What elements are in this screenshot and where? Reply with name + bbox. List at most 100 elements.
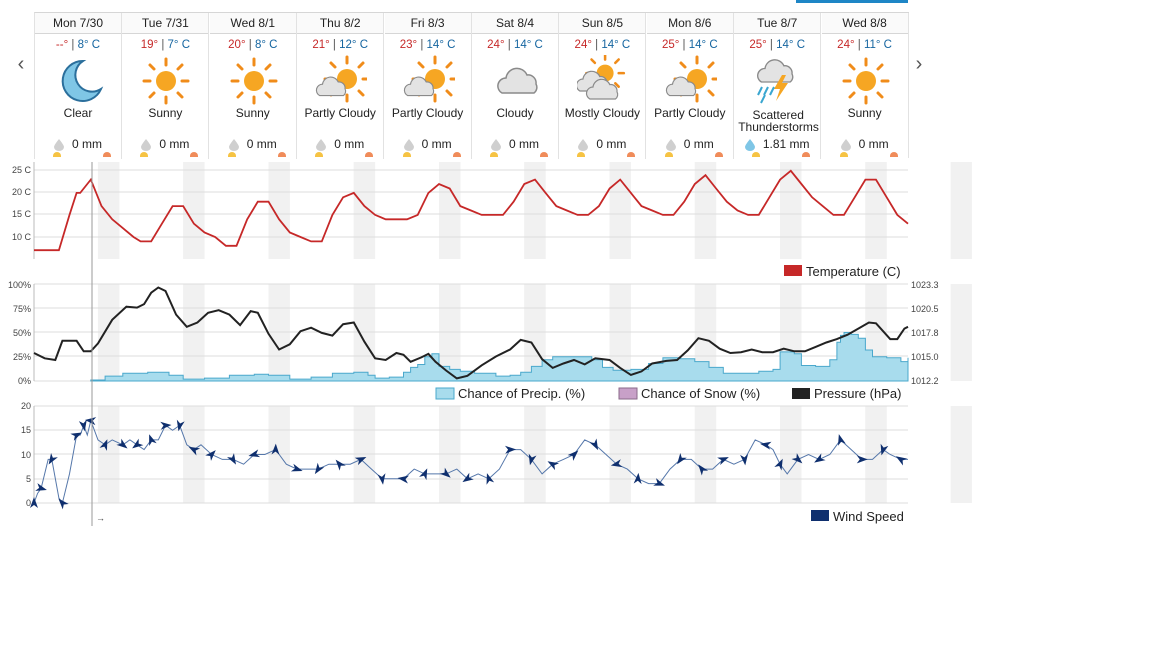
wind-direction-icon	[176, 419, 185, 432]
wind-direction-icon	[132, 438, 144, 449]
sun-times	[138, 152, 199, 158]
pressure-tick-label: 1015.0	[911, 352, 939, 362]
night-band	[97, 162, 120, 259]
condition-label: Partly Cloudy	[391, 106, 464, 120]
wind-direction-icon	[290, 463, 303, 472]
high-temp: --°	[55, 39, 69, 51]
snow-legend-label: Chance of Snow (%)	[641, 386, 760, 401]
wind-arrow	[880, 443, 889, 456]
wind-arrow	[504, 445, 517, 454]
wind-line	[33, 418, 908, 505]
high-temp: 25°	[749, 39, 767, 51]
wind-arrow	[759, 441, 772, 450]
wind-direction-icon	[188, 446, 201, 456]
forecast-strip: Mon 7/30 --° | 8° C Clear 0 mm Tue 7/31 19° |…	[34, 12, 909, 159]
high-temp: 23°	[399, 39, 418, 51]
wind-legend-label: Wind Speed	[833, 509, 904, 524]
wind-tick-label: 20	[21, 401, 31, 411]
sunset-icon	[627, 152, 636, 157]
precip-value: 0 mm	[509, 137, 539, 151]
wind-tick-label: 5	[26, 474, 31, 484]
temperature-tick-label: 25 C	[12, 165, 32, 175]
temperature-legend-label: Temperature (C)	[806, 264, 901, 279]
wind-arrow	[791, 453, 803, 464]
precip-amount: 0 mm	[385, 137, 471, 151]
day-column[interactable]: Fri 8/3 23° | 14° C Partly Cloudy 0 mm	[384, 13, 472, 159]
sun-times	[313, 152, 374, 158]
day-column[interactable]: Mon 7/30 --° | 8° C Clear 0 mm	[35, 13, 122, 159]
wind-direction-icon	[547, 461, 560, 471]
precip-value: 0 mm	[159, 137, 190, 151]
day-column[interactable]: Mon 8/6 25° | 14° C Partly Cloudy 0 mm	[646, 13, 734, 159]
wind-arrow	[227, 453, 236, 465]
sunrise-icon	[227, 152, 236, 157]
precip-amount: 0 mm	[472, 137, 558, 151]
wind-tick-label: 10	[21, 450, 31, 460]
day-column[interactable]: Thu 8/2 21° | 12° C Partly Cloudy 0 mm	[297, 13, 385, 159]
sunrise-icon	[839, 152, 848, 157]
day-label: Tue 7/31	[122, 13, 209, 34]
left-mask	[0, 158, 34, 263]
precip-value: 0 mm	[72, 137, 102, 151]
precip-value: 0 mm	[858, 137, 889, 151]
night-band	[780, 162, 802, 259]
pressure-tick-label: 1017.8	[911, 328, 939, 338]
condition-label: Partly Cloudy	[304, 106, 376, 120]
wind-direction-icon	[759, 441, 772, 450]
sun-icon	[840, 55, 892, 107]
wind-arrow	[717, 457, 729, 465]
wind-arrow	[698, 464, 709, 476]
wind-direction-icon	[116, 438, 128, 449]
precip-value: 0 mm	[683, 137, 714, 151]
raindrop-icon	[491, 138, 501, 151]
temperature-range: 25° | 14° C	[661, 39, 718, 51]
condition-label: Sunny	[235, 106, 270, 120]
low-temp: 14° C	[601, 39, 631, 51]
wind-arrow	[176, 419, 185, 432]
moon-icon	[53, 55, 105, 107]
sunrise-icon	[140, 152, 149, 157]
night-band	[524, 162, 546, 259]
wind-direction-icon	[397, 475, 410, 484]
wind-arrow	[314, 462, 325, 475]
wind-arrow	[677, 453, 687, 465]
day-column[interactable]: Sun 8/5 24° | 14° C Mostly Cloudy 0 mm	[559, 13, 647, 159]
high-temp: 24°	[487, 39, 505, 51]
temperature-range: --° | 8° C	[55, 39, 101, 51]
wind-direction-icon	[35, 483, 47, 491]
day-label: Wed 8/8	[821, 13, 908, 34]
next-arrow[interactable]: ›	[915, 53, 923, 75]
mostly-cloudy-icon	[576, 53, 629, 107]
wind-arrow	[486, 473, 495, 485]
wind-direction-icon	[677, 453, 687, 465]
now-arrow-icon: →	[96, 513, 105, 523]
precip-amount: 0 mm	[35, 137, 121, 151]
raindrop-icon	[665, 138, 676, 151]
precip-value: 0 mm	[334, 137, 365, 151]
precip-legend-label: Chance of Precip. (%)	[458, 386, 585, 401]
condition-label: Sunny	[148, 106, 183, 120]
day-column[interactable]: Tue 8/7 25° | 14° C Scattered Thunderstorm…	[734, 13, 822, 159]
temperature-range: 21° | 12° C	[312, 39, 369, 51]
left-mask	[0, 280, 34, 385]
wind-direction-icon	[528, 453, 537, 466]
wind-direction-icon	[48, 453, 58, 465]
snow-legend-swatch	[618, 387, 638, 400]
prev-arrow[interactable]: ‹	[17, 53, 25, 75]
wind-arrow	[48, 453, 58, 465]
day-column[interactable]: Wed 8/1 20° | 8° C Sunny 0 mm	[209, 13, 297, 159]
wind-arrow	[35, 483, 47, 491]
precip-tick-label: 50%	[13, 328, 31, 338]
low-temp: 7° C	[167, 39, 191, 51]
day-column[interactable]: Wed 8/8 24° | 11° C Sunny 0 mm	[821, 13, 909, 159]
sunset-icon	[103, 152, 111, 157]
wind-arrow	[70, 432, 82, 441]
pressure-legend-label: Pressure (hPa)	[814, 386, 901, 401]
day-column[interactable]: Sat 8/4 24° | 14° C Cloudy 0 mm	[472, 13, 559, 159]
night-band	[353, 162, 376, 259]
wind-direction-icon	[814, 453, 826, 463]
day-column[interactable]: Tue 7/31 19° | 7° C Sunny 0 mm	[122, 13, 210, 159]
wind-direction-icon	[439, 467, 451, 478]
wind-direction-icon	[377, 473, 386, 485]
cloud-icon	[490, 55, 542, 107]
